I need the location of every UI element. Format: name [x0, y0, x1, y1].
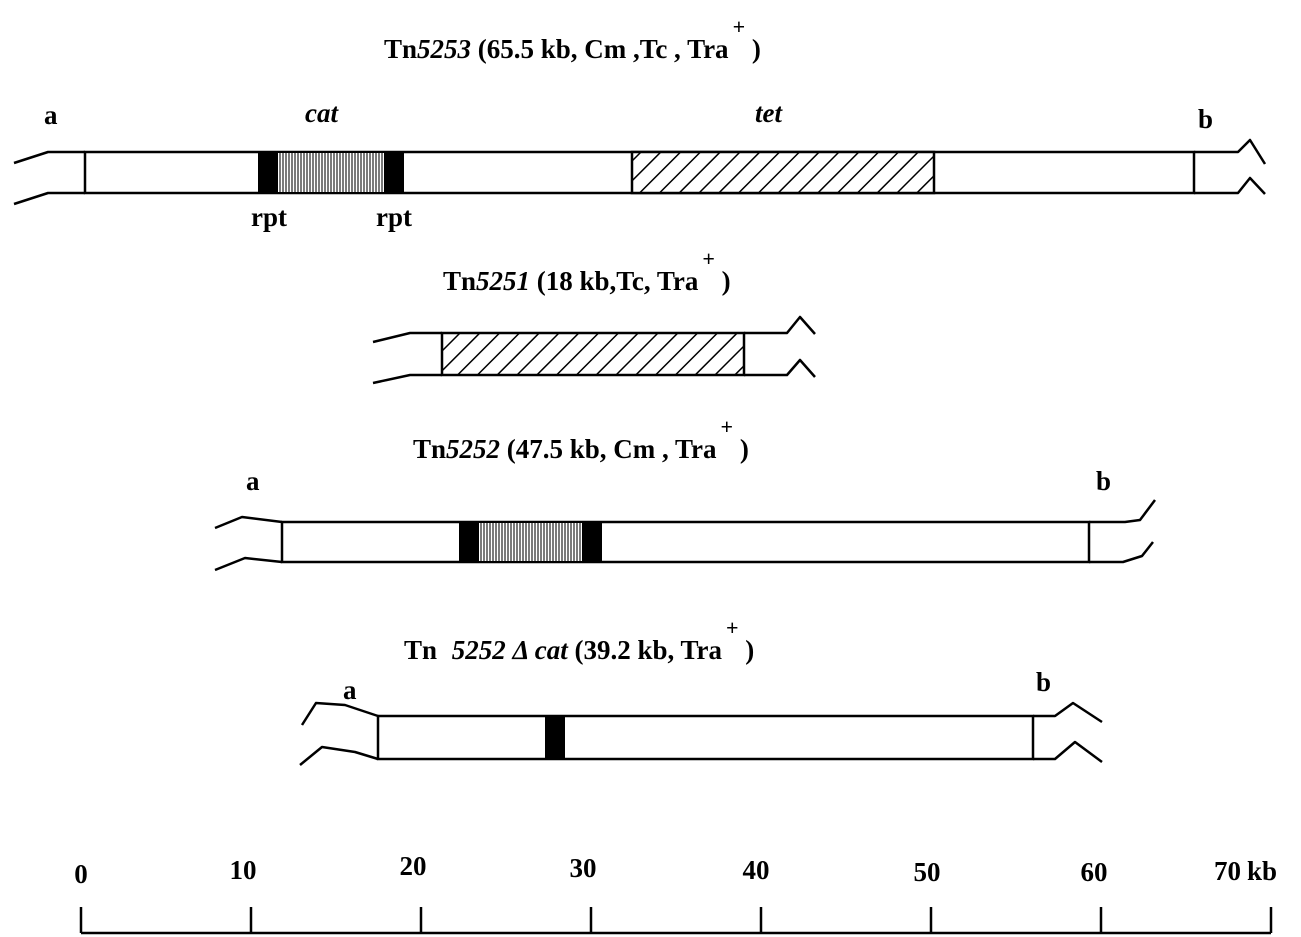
tn5253-repeat-right — [384, 152, 404, 193]
tn5252-delta-cat-end-a-label: a — [343, 675, 357, 705]
tn5253-right-flank-bottom — [1194, 176, 1266, 195]
tn5253-tet-region — [630, 150, 936, 195]
tn5253-cat-gene-label: cat — [305, 98, 339, 128]
tn5252-left-flank-top — [214, 515, 283, 530]
tn5251-tet-region — [440, 331, 746, 377]
scale-tick-label-70: 70 kb — [1214, 856, 1277, 886]
tn5252-repeat-right — [582, 522, 602, 562]
tn5251-right-flank-bottom — [744, 358, 816, 378]
tn5252-title: Tn5252 (47.5 kb, Cm , Tra+ ) — [413, 414, 749, 464]
tn5252-cat-region — [479, 523, 582, 561]
tn5253-right-flank-top — [1194, 138, 1267, 165]
tn5252-delta-cat-end-b-label: b — [1036, 667, 1051, 697]
tn5252-delta-cat-right-flank-top — [1033, 701, 1103, 724]
tn5252-end-b-label: b — [1096, 466, 1111, 496]
tn5252-bar — [280, 520, 1091, 564]
scale-tick-label-40: 40 — [743, 855, 770, 885]
tn5252-delta-cat-right-flank-bottom — [1033, 740, 1103, 764]
scale-tick-label-10: 10 — [230, 855, 257, 885]
tn5253-end-a-label: a — [44, 100, 58, 130]
scale-tick-label-50: 50 — [914, 857, 941, 887]
tn5253-tet-gene-label: tet — [755, 98, 783, 128]
tn5251-left-flank-bottom — [372, 373, 442, 385]
tn5251-title: Tn5251 (18 kb,Tc, Tra+ ) — [443, 246, 731, 296]
tn5252-repeat-left — [459, 522, 479, 562]
scale-tick-label-30: 30 — [570, 853, 597, 883]
scale-tick-label-60: 60 — [1081, 857, 1108, 887]
tn5252-left-flank-bottom — [214, 556, 283, 572]
tn5252-delta-cat-left-flank-top — [300, 701, 379, 726]
tn5251-right-flank-top — [744, 315, 816, 335]
tn5252-map: Tn5252 (47.5 kb, Cm , Tra+ ) a b — [214, 414, 1156, 572]
tn5253-left-flank-bottom — [13, 191, 85, 206]
tn5253-end-b-label: b — [1198, 104, 1213, 134]
tn5251-map: Tn5251 (18 kb,Tc, Tra+ ) — [372, 246, 816, 385]
tn5252-delta-cat-map: Tn 5252 Δ cat (39.2 kb, Tra+ ) a b — [299, 615, 1103, 766]
tn5253-title: Tn5253 (65.5 kb, Cm ,Tc , Tra+ ) — [384, 14, 761, 64]
tn5253-rpt-label-right: rpt — [376, 202, 412, 232]
scale-tick-label-20: 20 — [400, 851, 427, 881]
tn5253-repeat-left — [258, 152, 278, 193]
scale-tick-label-0: 0 — [74, 859, 88, 889]
tn5253-rpt-label-left: rpt — [251, 202, 287, 232]
tn5252-delta-cat-repeat — [545, 716, 565, 759]
tn5252-delta-cat-title: Tn 5252 Δ cat (39.2 kb, Tra+ ) — [404, 615, 754, 665]
tn5253-left-flank-top — [13, 150, 85, 165]
tn5252-right-flank-top — [1089, 499, 1156, 524]
tn5251-left-flank-top — [372, 331, 442, 344]
tn5253-map: Tn5253 (65.5 kb, Cm ,Tc , Tra+ ) a cat t… — [13, 14, 1267, 232]
tn5252-end-a-label: a — [246, 466, 260, 496]
tn5252-delta-cat-bar — [376, 714, 1035, 761]
kb-scale: 0 10 20 30 40 50 60 70 kb — [74, 851, 1277, 935]
tn5252-delta-cat-left-flank-bottom — [299, 745, 379, 766]
tn5253-cat-region — [278, 153, 384, 192]
tn5252-right-flank-bottom — [1089, 541, 1154, 564]
